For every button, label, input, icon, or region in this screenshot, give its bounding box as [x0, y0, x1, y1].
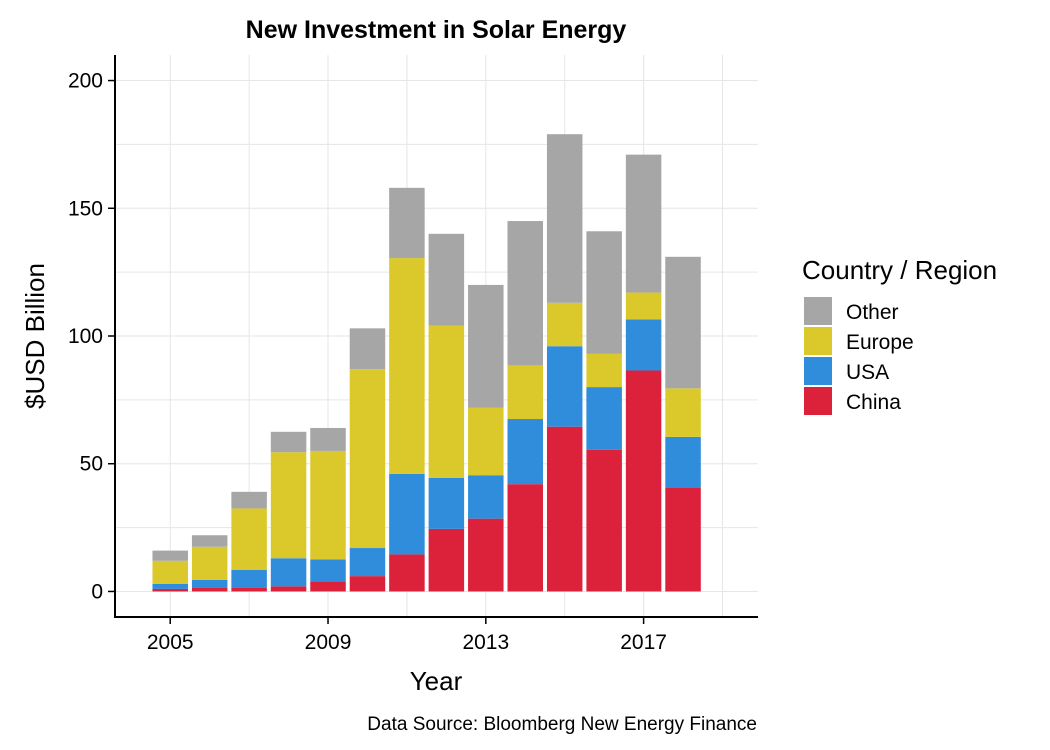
bar-other-2012: [428, 233, 465, 326]
bar-usa-2014: [507, 419, 544, 485]
y-tick-label: 50: [80, 453, 103, 476]
bar-china-2010: [349, 576, 386, 592]
bar-usa-2007: [231, 569, 267, 588]
axes: 0 50 100 150 200 2005 2009 2013 2017: [68, 55, 758, 654]
bar-europe-2013: [468, 407, 504, 476]
bar-other-2013: [468, 284, 504, 408]
bar-europe-2007: [231, 508, 267, 570]
chart-title: New Investment in Solar Energy: [246, 16, 627, 44]
y-axis-title: $USD Billion: [20, 263, 50, 409]
bar-china-2009: [310, 581, 346, 592]
bar-usa-2016: [586, 387, 622, 450]
bar-europe-2005: [152, 560, 188, 584]
bar-china-2016: [586, 449, 622, 592]
bar-usa-2017: [625, 319, 662, 371]
bar-usa-2008: [270, 558, 307, 587]
bar-usa-2006: [191, 579, 228, 588]
bar-europe-2014: [507, 365, 544, 420]
bar-other-2008: [270, 431, 307, 453]
bar-europe-2010: [349, 369, 386, 549]
legend-label-europe: Europe: [846, 331, 914, 354]
bar-usa-2005: [152, 583, 188, 589]
bar-europe-2011: [389, 258, 425, 474]
data-source-caption: Data Source: Bloomberg New Energy Financ…: [367, 714, 757, 735]
bar-usa-2015: [546, 346, 583, 427]
x-tick-label: 2017: [620, 631, 667, 654]
bar-other-2017: [625, 154, 662, 293]
x-tick-label: 2005: [147, 631, 194, 654]
legend: Country / Region Other Europe USA China: [802, 255, 997, 415]
x-tick-label: 2009: [305, 631, 352, 654]
bar-europe-2012: [428, 325, 465, 478]
legend-label-other: Other: [846, 301, 899, 324]
y-tick-label: 150: [68, 197, 103, 220]
bar-usa-2009: [310, 559, 346, 582]
bar-other-2009: [310, 427, 346, 451]
bar-china-2015: [546, 426, 583, 592]
bar-europe-2009: [310, 450, 346, 560]
bars: [152, 134, 701, 592]
bar-other-2016: [586, 231, 622, 354]
bar-europe-2017: [625, 292, 662, 320]
bar-china-2018: [665, 487, 701, 592]
legend-label-usa: USA: [846, 361, 889, 384]
bar-usa-2018: [665, 436, 701, 488]
bar-other-2005: [152, 550, 188, 561]
bar-other-2006: [191, 535, 228, 547]
y-tick-label: 0: [91, 580, 103, 603]
y-tick-label: 200: [68, 70, 103, 93]
legend-title: Country / Region: [802, 255, 997, 285]
bar-other-2015: [546, 134, 583, 303]
legend-swatch-other: [804, 297, 832, 325]
bar-other-2018: [665, 256, 701, 389]
bar-china-2006: [191, 587, 228, 592]
legend-swatch-europe: [804, 327, 832, 355]
legend-swatch-usa: [804, 357, 832, 385]
bar-china-2012: [428, 528, 465, 592]
bar-china-2011: [389, 554, 425, 592]
bar-europe-2016: [586, 353, 622, 388]
bar-china-2008: [270, 586, 307, 592]
bar-china-2005: [152, 588, 188, 592]
bar-china-2007: [231, 587, 267, 592]
bar-usa-2010: [349, 548, 386, 577]
y-tick-label: 100: [68, 325, 103, 348]
legend-swatch-china: [804, 387, 832, 415]
x-axis-title: Year: [410, 666, 463, 696]
x-tick-label: 2013: [462, 631, 509, 654]
bar-europe-2008: [270, 452, 307, 559]
bar-other-2010: [349, 328, 386, 370]
bar-china-2013: [468, 518, 504, 592]
bar-other-2007: [231, 491, 267, 509]
bar-usa-2011: [389, 473, 425, 555]
bar-china-2014: [507, 484, 544, 592]
bar-europe-2015: [546, 302, 583, 347]
bar-usa-2013: [468, 475, 504, 519]
bar-europe-2018: [665, 388, 701, 437]
bar-europe-2006: [191, 546, 228, 580]
bar-other-2014: [507, 221, 544, 366]
bar-china-2017: [625, 370, 662, 592]
bar-other-2011: [389, 187, 425, 259]
legend-label-china: China: [846, 391, 901, 414]
bar-usa-2012: [428, 477, 465, 529]
